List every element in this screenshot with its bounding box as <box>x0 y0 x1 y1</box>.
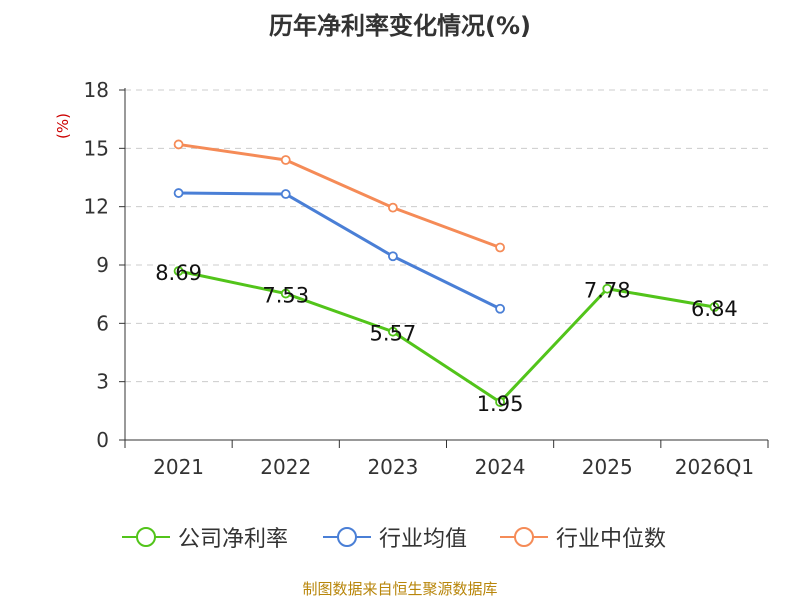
data-label: 7.78 <box>584 279 631 303</box>
data-label: 5.57 <box>370 322 417 346</box>
x-tick-label: 2025 <box>582 455 633 479</box>
y-tick-label: 0 <box>96 428 109 452</box>
series-line-0 <box>178 269 715 404</box>
x-tick-label: 2024 <box>475 455 526 479</box>
legend-item-industry-median[interactable]: 行业中位数 <box>500 522 666 552</box>
y-tick-label: 3 <box>96 370 109 394</box>
y-tick-label: 12 <box>84 195 109 219</box>
chart-title: 历年净利率变化情况(%) <box>269 12 531 40</box>
data-point-0 <box>388 326 398 337</box>
series-line-2 <box>178 142 501 249</box>
data-point-2 <box>280 155 291 165</box>
legend-mean-label: 行业均值 <box>379 527 468 552</box>
legend-item-industry-mean[interactable]: 行业均值 <box>323 522 467 552</box>
data-point-1 <box>173 188 184 198</box>
y-tick-label: 15 <box>84 136 109 160</box>
x-tick-label: 2022 <box>260 455 311 479</box>
data-point-0 <box>709 302 720 312</box>
x-tick-label: 2021 <box>153 455 204 479</box>
legend-median-label: 行业中位数 <box>556 527 667 552</box>
data-point-2 <box>495 242 505 253</box>
data-label: 6.84 <box>691 297 738 321</box>
data-label: 7.53 <box>262 284 309 308</box>
legend-mean-line-icon <box>323 527 371 547</box>
y-tick-label: 6 <box>96 311 109 335</box>
legend-median-line-icon <box>500 527 548 547</box>
data-point-0 <box>173 266 184 276</box>
legend-company-line-icon <box>122 527 170 547</box>
series-line-1 <box>178 191 501 311</box>
data-point-1 <box>388 251 398 262</box>
data-label: 1.95 <box>477 392 524 416</box>
legend-company-label: 公司净利率 <box>178 527 289 552</box>
data-point-0 <box>602 283 613 294</box>
data-point-1 <box>495 303 505 314</box>
data-point-0 <box>280 288 291 299</box>
x-tick-label: 2026Q1 <box>675 455 754 479</box>
data-label: 8.69 <box>155 261 202 285</box>
data-point-0 <box>495 397 505 407</box>
x-tick-label: 2023 <box>367 455 418 479</box>
y-tick-label: 9 <box>96 253 109 277</box>
y-tick-label: 18 <box>84 78 109 102</box>
y-axis-label: (%) <box>54 113 72 139</box>
legend-item-company[interactable]: 公司净利率 <box>122 522 288 552</box>
data-point-2 <box>173 139 184 150</box>
data-point-1 <box>280 189 291 199</box>
source-note: 制图数据来自恒生聚源数据库 <box>302 580 498 598</box>
data-point-2 <box>388 202 398 213</box>
